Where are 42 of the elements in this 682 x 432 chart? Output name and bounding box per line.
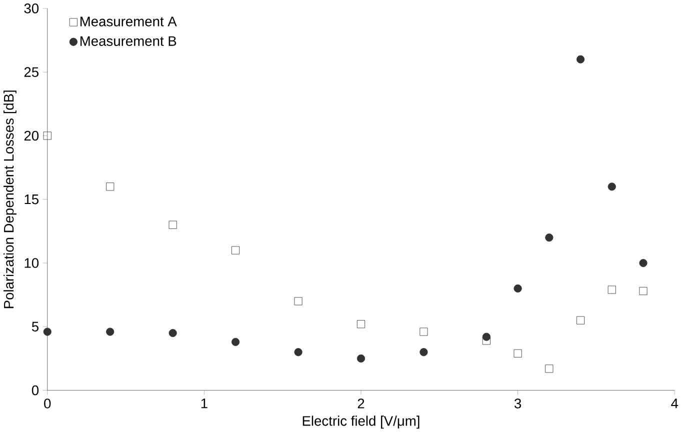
x-axis-title: Electric field [V/μm] (302, 416, 420, 429)
point (639, 258, 648, 268)
point (576, 55, 585, 64)
point (232, 246, 240, 254)
legend-label: Measurement B (80, 36, 176, 46)
y-tick-label: 25 (24, 67, 38, 77)
x-tick-label: 3 (514, 398, 522, 408)
x-tick-label: 2 (358, 398, 364, 408)
y-tick-label: 30 (24, 3, 39, 14)
point (420, 328, 428, 336)
y-tick-label: 5 (32, 322, 39, 332)
point (294, 297, 302, 306)
point (608, 182, 616, 191)
point (608, 286, 616, 294)
point (482, 336, 490, 345)
point (545, 364, 554, 373)
point (420, 348, 428, 356)
y-tick-label: 10 (24, 258, 39, 268)
x-tick-label: 4 (671, 398, 678, 408)
point (232, 338, 240, 346)
point (43, 328, 52, 336)
y-tick-label: 20 (24, 130, 39, 141)
y-axis-title: Polarization Dependent Losses [dB] (4, 90, 16, 308)
point (545, 233, 554, 242)
point (576, 316, 585, 324)
point (514, 284, 522, 292)
y-tick-label: 15 (24, 194, 38, 204)
y-tick-label: 0 (32, 385, 39, 396)
legend-label: Measurement A (80, 16, 177, 26)
point (106, 328, 114, 336)
point (168, 328, 177, 338)
point (356, 354, 366, 362)
point (106, 182, 114, 191)
point (514, 349, 522, 358)
point (168, 220, 177, 229)
point (43, 132, 52, 140)
x-tick-label: 0 (44, 398, 51, 408)
point (482, 332, 490, 341)
point (356, 320, 366, 328)
point (294, 348, 302, 356)
x-tick-label: 1 (201, 398, 208, 408)
point (639, 286, 648, 296)
